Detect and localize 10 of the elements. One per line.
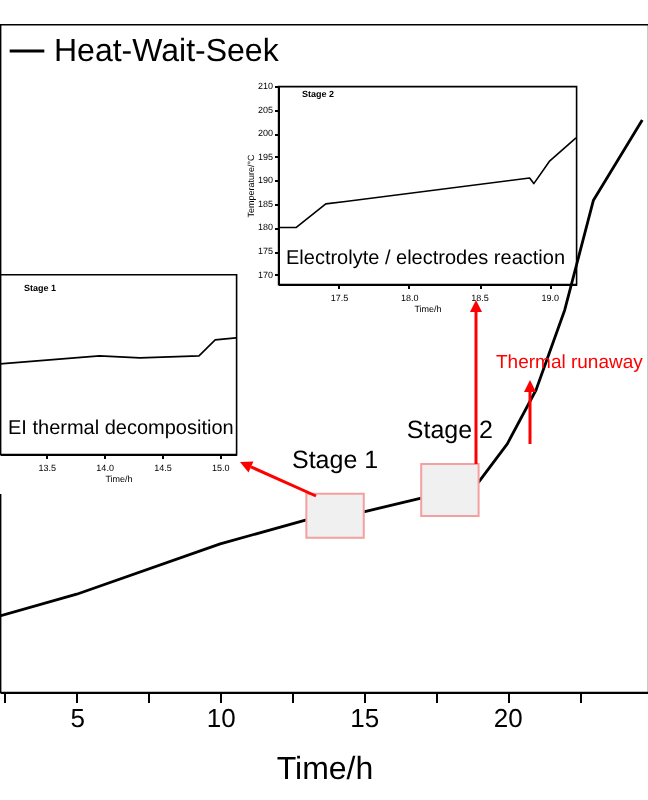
- x-axis-title: Time/h: [276, 753, 374, 787]
- annotation: EI thermal decomposition: [8, 418, 234, 440]
- x-tick-label: 5: [70, 703, 85, 733]
- annotation: Electrolyte / electrodes reaction: [286, 248, 566, 270]
- x-tick-label: 15: [350, 703, 380, 733]
- x-tick-label: 10: [206, 703, 236, 733]
- band-label: Stage 1: [291, 445, 379, 474]
- legend-label: Heat-Wait-Seek: [54, 35, 281, 69]
- x-tick-label: 20: [493, 703, 523, 733]
- band-label: Stage 2: [406, 416, 494, 445]
